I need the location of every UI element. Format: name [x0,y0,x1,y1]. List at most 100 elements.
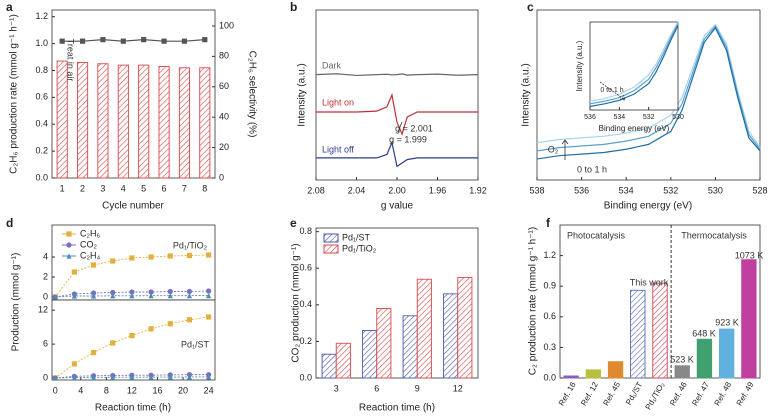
line-label: Light off [322,144,354,154]
x-tick-label: 532 [663,185,678,195]
x-tick-label: 1.96 [429,185,447,195]
y2-tick-label: 20 [219,142,229,152]
panel-letter: c [527,0,534,14]
marker [110,258,116,264]
line-label: Light on [322,97,354,107]
x-tick-label: 4 [121,183,126,193]
y-tick-label: 0.4 [299,299,312,309]
bar [56,60,68,179]
y-tick-label: 12 [38,305,48,315]
line [315,73,479,77]
marker [129,333,135,339]
y-axis-label: CO₂ production (mmol g⁻¹) [291,243,302,362]
marker [148,326,154,332]
y-tick-label: 0.8 [299,226,312,236]
x-tick-label: 528 [752,185,767,195]
y-axis-label: C₂ production rate (mmol g⁻¹ h⁻¹) [528,227,539,375]
x-tick-label: Ref. 48 [713,380,734,407]
marker [148,293,154,299]
x-tick-label: 0 [53,385,58,395]
marker [148,289,154,295]
annotation: 523 K [670,354,694,364]
y-tick-label: 1.2 [35,11,48,21]
line [589,23,679,105]
y-tick-label: 6 [43,338,48,348]
marker [129,293,135,299]
marker [90,374,97,380]
y-axis-label: Intensity (a.u.) [297,63,308,126]
x-tick-label: Pd₁/TiO₂ [644,381,667,412]
y2-tick-label: 100 [219,20,234,30]
annotation: 923 K [715,317,739,327]
y-axis-label: Intensity (a.u.) [575,40,584,91]
marker [79,38,86,44]
marker [186,288,193,295]
marker [206,314,212,320]
legend-label: CO₂ [80,239,98,249]
plot-frame [51,9,216,179]
marker [148,374,154,380]
marker [52,294,58,300]
marker [71,374,77,381]
annotation: Photocatalysis [567,230,626,240]
bar [457,276,473,379]
y-tick-label: 1.0 [35,38,48,48]
x-tick-label: 6 [162,183,167,193]
x-tick-label: Ref. 49 [735,380,756,407]
x-tick-label: 534 [619,185,634,195]
annotation: O₂ [548,144,559,154]
bar [443,293,459,379]
y2-tick-label: 0 [219,172,224,182]
bar [335,342,351,379]
legend-marker [66,231,72,237]
annotation: 0 to 1 h [577,164,607,174]
legend-label: C₂H₆ [80,228,100,238]
x-tick-label: 530 [708,185,723,195]
legend-label: C₂H₄ [80,250,100,260]
line [316,92,478,136]
bar [563,375,579,379]
line [55,295,209,298]
y-tick-label: 0 [43,372,48,382]
x-axis-label: Reaction time (h) [359,403,435,414]
annotation: g = 1.999 [389,134,427,144]
x-axis-label: Cycle number [102,201,164,212]
panel-letter: b [290,0,297,14]
legend-marker [66,242,72,248]
y-tick-label: 2 [43,271,48,281]
bar [696,338,713,379]
marker [161,38,167,44]
marker [52,375,58,381]
y-tick-label: 0.2 [299,336,312,346]
annotation: 648 K [692,328,716,338]
marker [110,374,116,380]
marker [186,317,193,323]
marker [129,289,135,295]
bar [718,328,735,379]
x-tick-label: 4 [78,385,83,395]
line [55,376,209,379]
bar [138,64,150,179]
marker [120,38,126,44]
line [55,290,209,298]
legend-swatch [323,244,339,254]
x-tick-label: Ref. 16 [557,380,578,407]
x-axis-label: Binding energy (eV) [599,124,670,133]
marker [181,38,188,44]
x-tick-label: 9 [415,383,420,393]
marker [141,37,147,43]
x-tick-label: 2.08 [307,185,325,195]
marker [71,293,77,299]
marker [148,254,154,260]
arrow [599,81,626,101]
x-tick-label: Pd₁/ST [624,380,644,406]
marker [206,288,212,294]
y-axis-label: Production (mmol g⁻¹) [11,253,22,352]
bar [77,61,89,179]
x-tick-label: 536 [574,185,589,195]
annotation: Pd₁/TiO₂ [173,240,208,250]
marker [129,374,135,380]
x-axis-label: g value [381,201,414,212]
line [536,25,761,152]
